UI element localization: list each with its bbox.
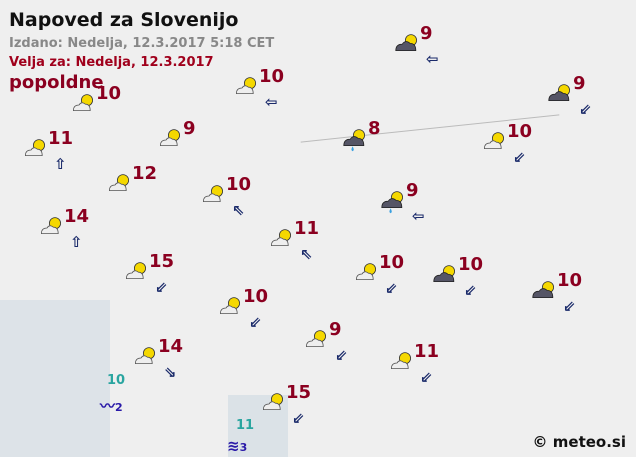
temperature: 14 bbox=[158, 336, 184, 357]
wind-arrow-icon: ⇙ bbox=[292, 409, 305, 427]
wind-arrow-icon: ⇙ bbox=[464, 281, 477, 299]
partly-cloudy-icon bbox=[305, 330, 326, 347]
temperature: 10 bbox=[557, 270, 583, 291]
partly-cloudy-icon bbox=[40, 217, 61, 234]
wind-arrow-icon: ⇙ bbox=[420, 368, 433, 386]
temperature: 10 bbox=[379, 252, 405, 273]
wind-arrow-icon: ⇦ bbox=[265, 93, 278, 111]
wave-height: 〰2 bbox=[100, 395, 123, 416]
mostly-cloudy-icon bbox=[433, 265, 455, 282]
sea-area bbox=[0, 300, 110, 457]
page-title: Napoved za Slovenijo bbox=[9, 9, 239, 31]
partly-cloudy-icon bbox=[202, 185, 223, 202]
wind-arrow-icon: ⇧ bbox=[54, 155, 67, 173]
mostly-cloudy-icon bbox=[548, 84, 570, 101]
wind-arrow-icon: ⇙ bbox=[513, 148, 526, 166]
wind-arrow-icon: ⇧ bbox=[70, 233, 83, 251]
temperature: 9 bbox=[420, 23, 433, 44]
temperature: 9 bbox=[329, 319, 342, 340]
temperature: 10 bbox=[96, 83, 122, 104]
temperature: 11 bbox=[48, 128, 74, 149]
partly-cloudy-icon bbox=[270, 229, 291, 246]
rain-sun-icon bbox=[343, 129, 365, 152]
sea-temperature: 10 bbox=[107, 373, 126, 388]
issued-time: Izdano: Nedelja, 12.3.2017 5:18 CET bbox=[9, 36, 275, 51]
partly-cloudy-icon bbox=[262, 393, 283, 410]
wave-value: 3 bbox=[239, 441, 248, 454]
wind-arrow-icon: ⇖ bbox=[300, 245, 313, 263]
wave-icon: 〰 bbox=[100, 397, 116, 415]
wind-arrow-icon: ⇙ bbox=[579, 100, 592, 118]
temperature: 9 bbox=[406, 180, 419, 201]
partly-cloudy-icon bbox=[159, 129, 180, 146]
wind-arrow-icon: ⇙ bbox=[155, 278, 168, 296]
wind-arrow-icon: ⇙ bbox=[563, 297, 576, 315]
wind-arrow-icon: ⇘ bbox=[164, 363, 177, 381]
partly-cloudy-icon bbox=[72, 94, 93, 111]
temperature: 8 bbox=[368, 118, 381, 139]
temperature: 11 bbox=[414, 341, 440, 362]
partly-cloudy-icon bbox=[108, 174, 129, 191]
wind-arrow-icon: ⇦ bbox=[426, 50, 439, 68]
valid-date: Velja za: Nedelja, 12.3.2017 bbox=[9, 55, 214, 70]
temperature: 11 bbox=[294, 218, 320, 239]
partly-cloudy-icon bbox=[134, 347, 155, 364]
copyright: © meteo.si bbox=[532, 433, 626, 451]
wave-value: 2 bbox=[115, 401, 123, 414]
partly-cloudy-icon bbox=[219, 297, 240, 314]
rain-sun-icon bbox=[381, 191, 403, 214]
temperature: 10 bbox=[243, 286, 269, 307]
temperature: 9 bbox=[573, 73, 586, 94]
temperature: 15 bbox=[149, 251, 175, 272]
partly-cloudy-icon bbox=[355, 263, 376, 280]
mostly-cloudy-icon bbox=[395, 34, 417, 51]
wind-arrow-icon: ⇦ bbox=[412, 207, 425, 225]
wave-height: ≋3 bbox=[227, 437, 247, 455]
temperature: 10 bbox=[259, 66, 285, 87]
partly-cloudy-icon bbox=[390, 352, 411, 369]
temperature: 10 bbox=[458, 254, 484, 275]
temperature: 14 bbox=[64, 206, 90, 227]
wind-arrow-icon: ⇖ bbox=[232, 201, 245, 219]
forecast-period: popoldne bbox=[9, 72, 104, 93]
temperature: 9 bbox=[183, 118, 196, 139]
wind-arrow-icon: ⇙ bbox=[249, 313, 262, 331]
mostly-cloudy-icon bbox=[532, 281, 554, 298]
partly-cloudy-icon bbox=[235, 77, 256, 94]
temperature: 10 bbox=[507, 121, 533, 142]
wind-arrow-icon: ⇙ bbox=[385, 279, 398, 297]
temperature: 15 bbox=[286, 382, 312, 403]
wave-icon: ≋ bbox=[227, 437, 240, 455]
sea-temperature: 11 bbox=[236, 418, 255, 433]
partly-cloudy-icon bbox=[125, 262, 146, 279]
wind-arrow-icon: ⇙ bbox=[335, 346, 348, 364]
temperature: 12 bbox=[132, 163, 158, 184]
partly-cloudy-icon bbox=[24, 139, 45, 156]
temperature: 10 bbox=[226, 174, 252, 195]
partly-cloudy-icon bbox=[483, 132, 504, 149]
